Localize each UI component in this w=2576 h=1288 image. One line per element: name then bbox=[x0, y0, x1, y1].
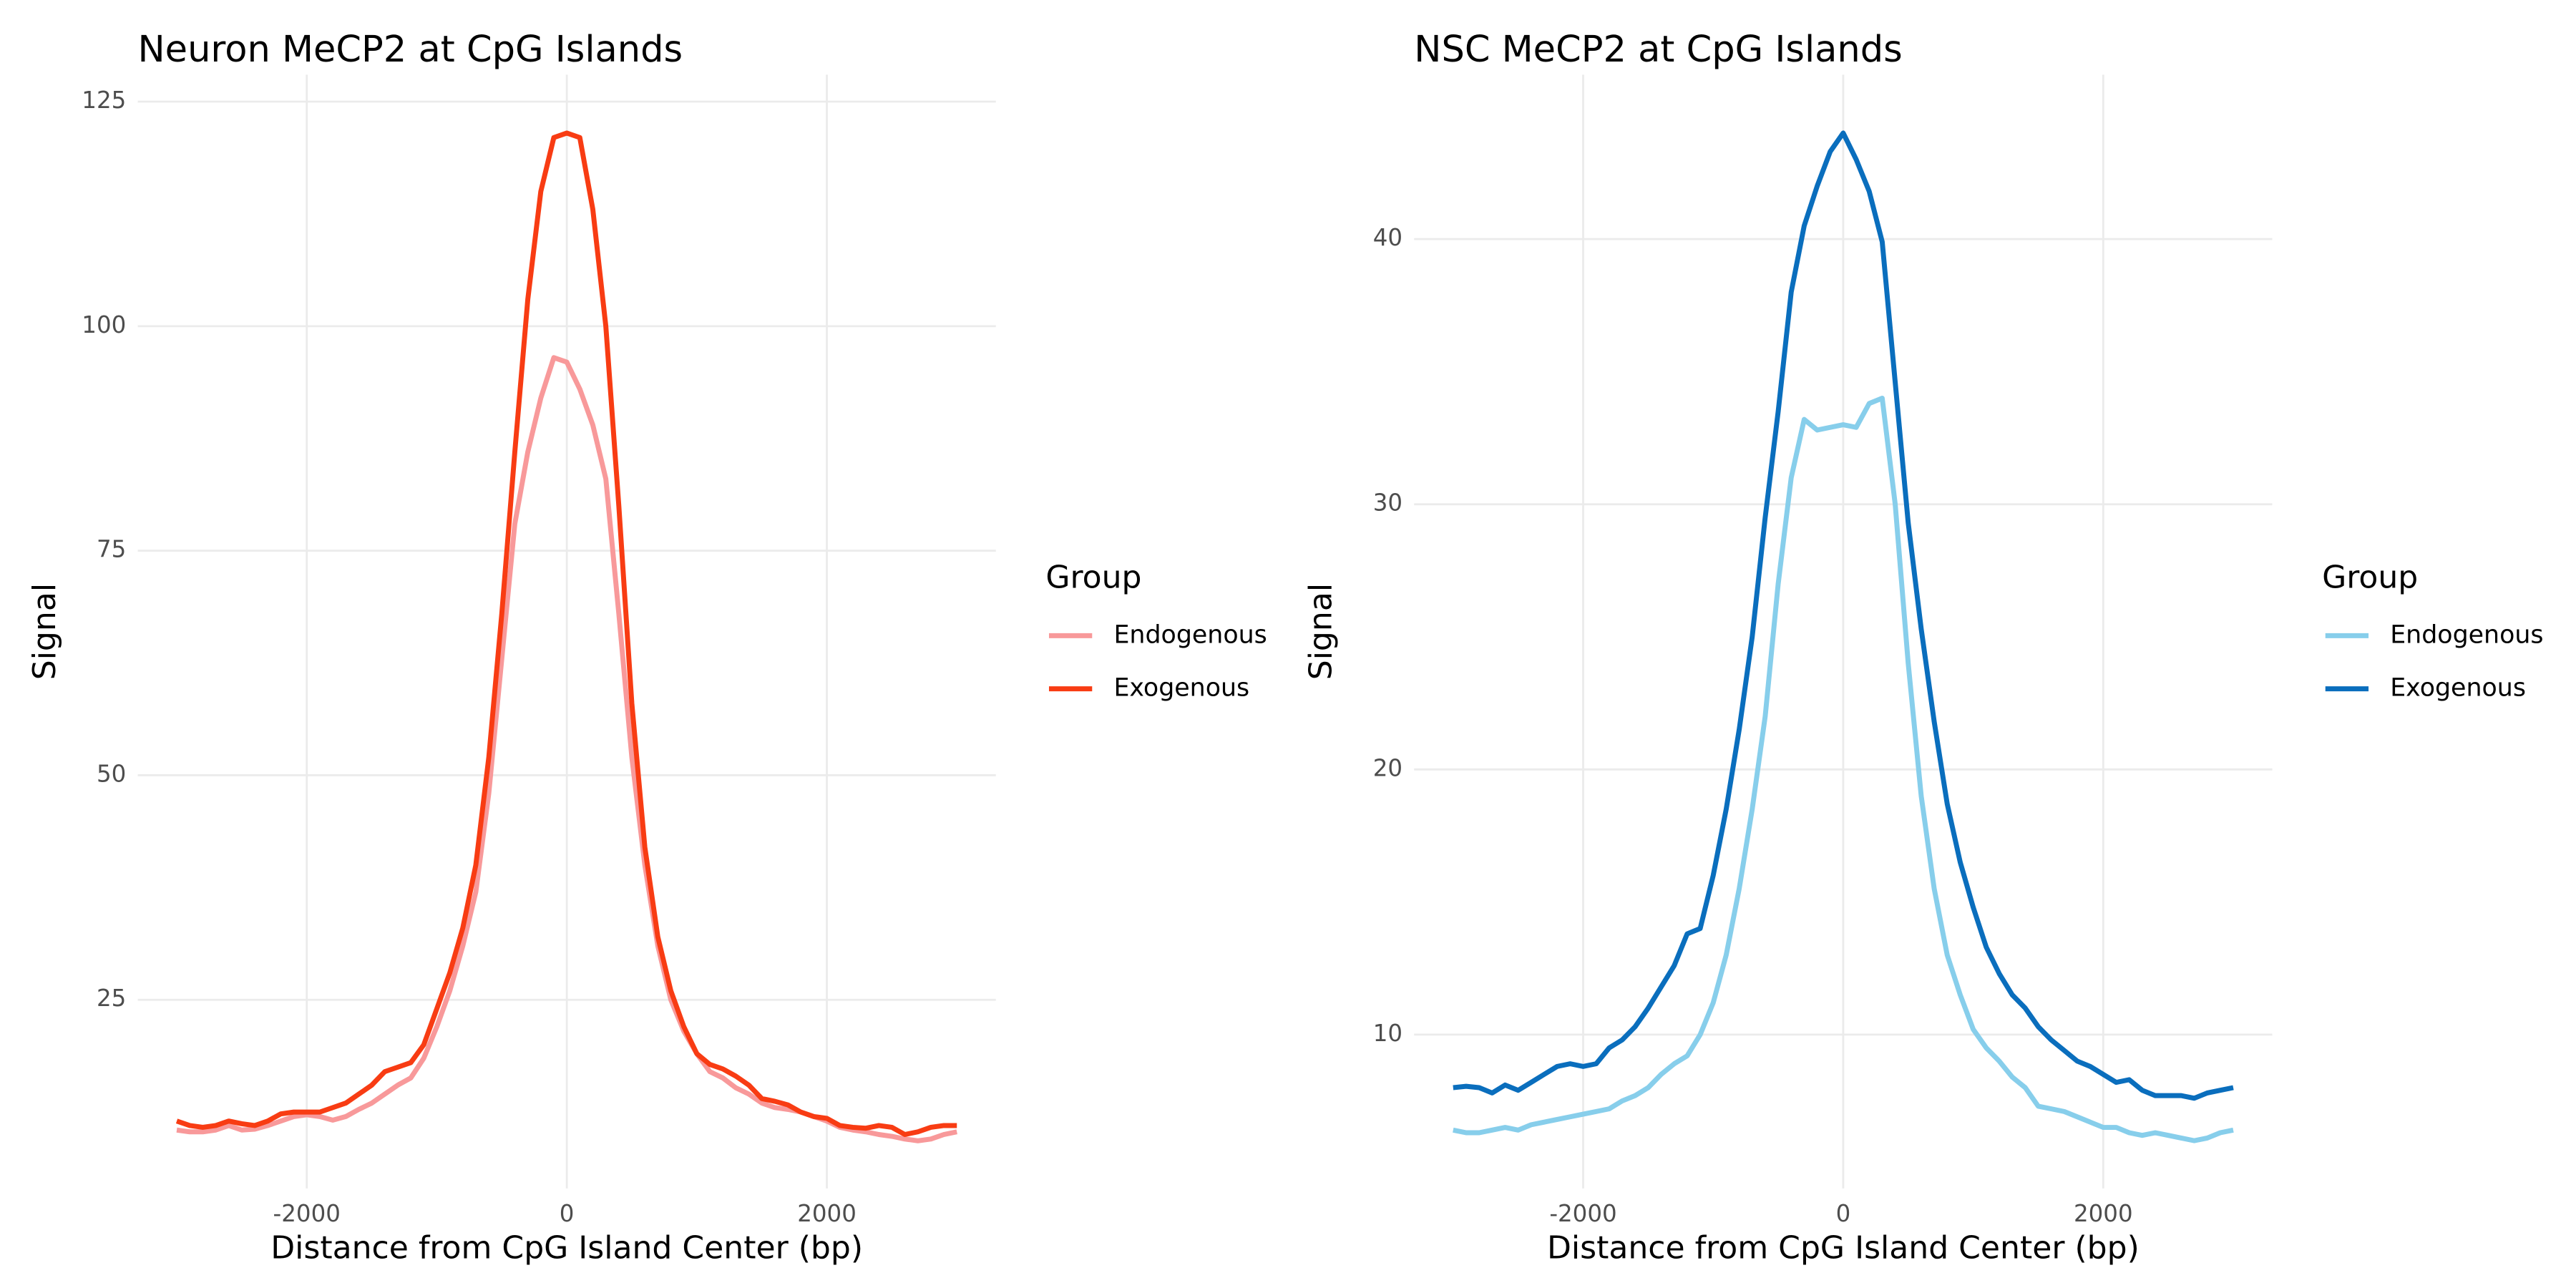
y-tick-label: 125 bbox=[82, 87, 126, 114]
y-tick-label: 25 bbox=[97, 985, 126, 1012]
x-tick-label: 0 bbox=[560, 1200, 575, 1227]
legend-label: Endogenous bbox=[2390, 620, 2543, 649]
y-axis-label: Signal bbox=[1303, 583, 1340, 680]
chart-title: NSC MeCP2 at CpG Islands bbox=[1414, 29, 1902, 71]
x-axis-label: Distance from CpG Island Center (bp) bbox=[270, 1230, 863, 1267]
x-tick-label: -2000 bbox=[1549, 1200, 1616, 1227]
y-tick-label: 50 bbox=[97, 760, 126, 787]
y-tick-label: 10 bbox=[1373, 1020, 1402, 1047]
legend-label: Exogenous bbox=[2390, 674, 2526, 703]
y-tick-label: 100 bbox=[82, 311, 126, 338]
chart-title: Neuron MeCP2 at CpG Islands bbox=[138, 29, 683, 71]
x-tick-label: 2000 bbox=[797, 1200, 857, 1227]
y-tick-label: 75 bbox=[97, 536, 126, 563]
y-tick-label: 40 bbox=[1373, 224, 1402, 251]
series-line bbox=[1453, 396, 2234, 1143]
series-line bbox=[1453, 130, 2234, 1101]
x-axis-label: Distance from CpG Island Center (bp) bbox=[1547, 1230, 2140, 1267]
x-tick-label: -2000 bbox=[273, 1200, 341, 1227]
series-line bbox=[175, 130, 957, 1137]
legend-title: Group bbox=[1045, 560, 1141, 596]
legend-title: Group bbox=[2322, 560, 2418, 596]
legend-label: Exogenous bbox=[1113, 674, 1249, 703]
x-tick-label: 0 bbox=[1836, 1200, 1851, 1227]
y-axis-label: Signal bbox=[26, 583, 63, 680]
y-tick-label: 20 bbox=[1373, 754, 1402, 781]
x-tick-label: 2000 bbox=[2074, 1200, 2133, 1227]
y-tick-label: 30 bbox=[1373, 489, 1402, 517]
legend-label: Endogenous bbox=[1113, 620, 1267, 649]
